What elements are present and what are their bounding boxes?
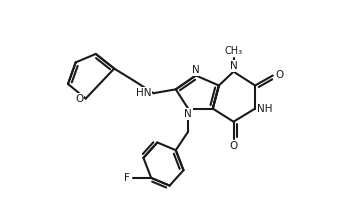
Text: O: O (75, 93, 83, 104)
Text: HN: HN (136, 88, 151, 98)
Text: NH: NH (257, 104, 273, 114)
Text: N: N (230, 61, 237, 71)
Text: F: F (124, 173, 130, 183)
Text: O: O (230, 141, 238, 151)
Text: CH₃: CH₃ (224, 46, 243, 56)
Text: N: N (184, 109, 192, 119)
Text: O: O (275, 70, 283, 81)
Text: N: N (192, 65, 200, 75)
